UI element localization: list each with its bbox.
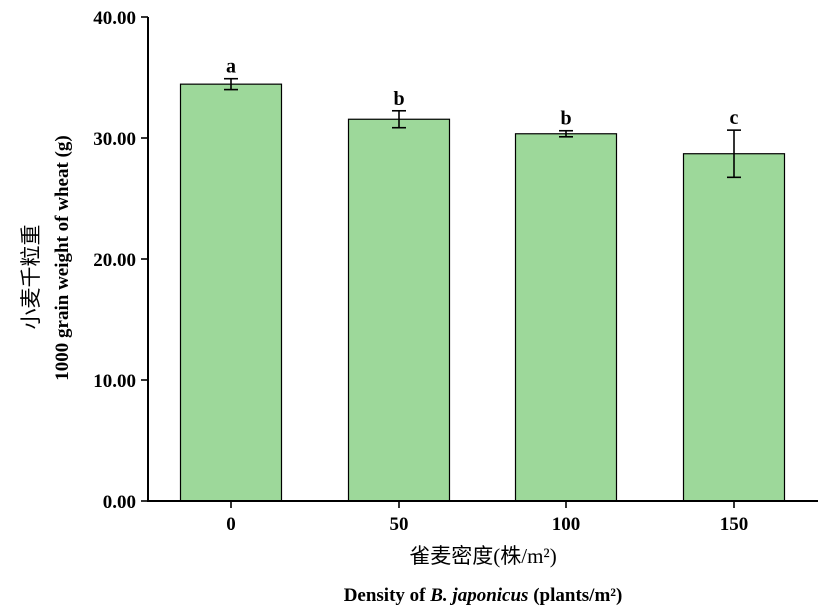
y-tick-label-2: 20.00 <box>93 250 136 271</box>
x-axis-title-cn: 雀麦密度(株/m²) <box>409 544 556 568</box>
error-bars-group <box>224 77 741 179</box>
significance-label-150: c <box>730 107 739 129</box>
x-axis-title-en-italic: B. japonicus <box>429 585 528 606</box>
significance-label-100: b <box>560 108 571 130</box>
bars-group <box>179 83 786 502</box>
y-ticks-group: 0.00 10.00 20.00 30.00 40.00 <box>93 8 148 513</box>
bar-0 <box>179 83 283 502</box>
y-axis-title-en: 1000 grain weight of wheat (g) <box>52 135 73 380</box>
bar-150 <box>682 153 786 502</box>
x-axis-title-en-prefix: Density of <box>344 585 431 606</box>
x-axis-title-en: Density of B. japonicus (plants/m²) <box>344 585 623 606</box>
x-tick-label-150: 150 <box>720 514 749 535</box>
bar-50 <box>347 118 451 502</box>
y-tick-label-1: 10.00 <box>93 371 136 392</box>
significance-label-50: b <box>393 88 404 110</box>
x-tick-label-0: 0 <box>226 514 236 535</box>
x-tick-label-50: 50 <box>390 514 409 535</box>
y-tick-label-0: 0.00 <box>103 492 136 513</box>
significance-label-0: a <box>226 56 236 78</box>
y-axis-title-cn: 小麦千粒重 <box>19 225 43 330</box>
y-tick-label-3: 30.00 <box>93 129 136 150</box>
x-ticks-group: 0 50 100 150 <box>226 501 748 535</box>
bar-100 <box>514 133 618 502</box>
significance-labels-group: a b b c <box>226 56 739 130</box>
x-tick-label-100: 100 <box>552 514 581 535</box>
x-axis-title-en-suffix: (plants/m²) <box>528 585 622 606</box>
y-tick-label-4: 40.00 <box>93 8 136 29</box>
